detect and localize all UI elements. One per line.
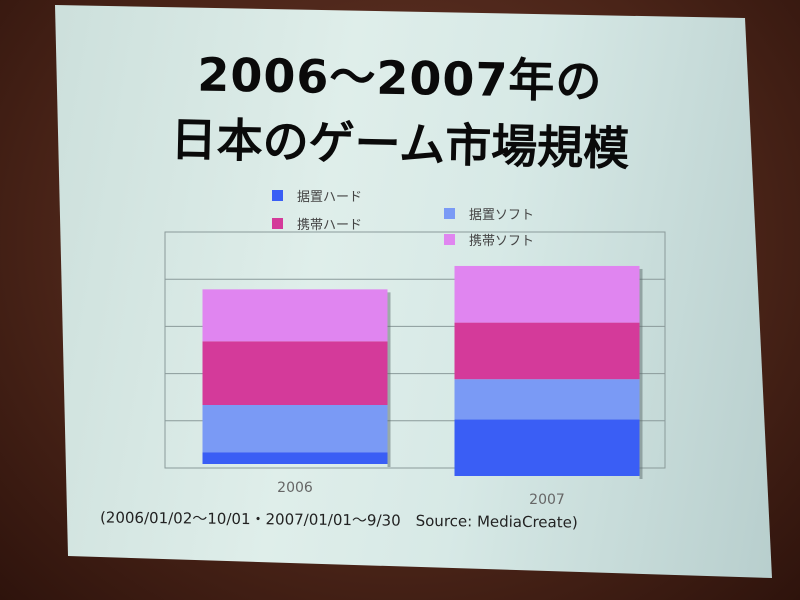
bar-segment-2007 — [454, 265, 640, 323]
bar-segment-2006 — [202, 452, 388, 464]
legend-item: 据置ハード — [272, 186, 362, 205]
legend-label: 据置ソフト — [469, 208, 535, 223]
legend-item: 携帯ハード — [272, 214, 362, 233]
legend-item: 据置ソフト — [444, 204, 534, 223]
bar-segment-2006 — [202, 289, 388, 342]
legend-swatch — [444, 208, 455, 219]
bar-segment-2007 — [454, 419, 640, 476]
x-tick-label: 2007 — [529, 492, 565, 508]
legend-swatch — [272, 190, 283, 201]
bar-shadow — [639, 268, 643, 479]
bar-shadow — [387, 292, 391, 467]
legend-label: 据置ハード — [297, 190, 363, 205]
legend-swatch — [272, 218, 283, 229]
legend-item: 携帯ソフト — [444, 230, 534, 249]
plot-frame — [164, 231, 666, 469]
legend-label: 携帯ソフト — [469, 234, 535, 249]
bar-segment-2006 — [202, 341, 388, 405]
legend-label: 携帯ハード — [297, 218, 363, 233]
bar-segment-2007 — [454, 322, 640, 380]
bar-segment-2007 — [454, 379, 640, 420]
legend-swatch — [444, 234, 455, 245]
x-tick-label: 2006 — [277, 480, 313, 496]
bar-segment-2006 — [202, 405, 388, 453]
